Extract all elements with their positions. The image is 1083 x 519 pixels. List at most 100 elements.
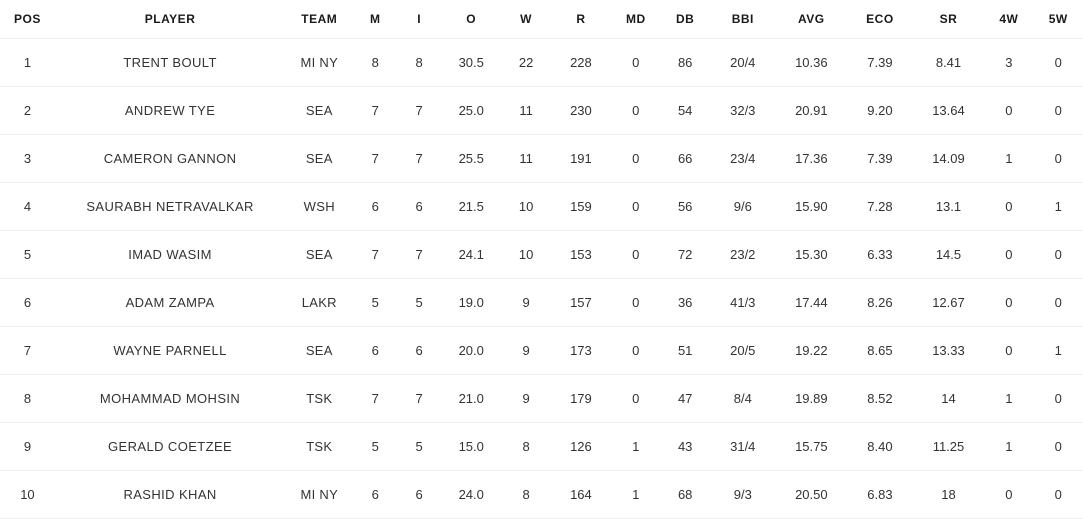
cell-m: 7 (353, 87, 397, 135)
cell-w: 9 (501, 375, 550, 423)
cell-r: 164 (551, 471, 611, 519)
cell-pos: 10 (0, 471, 55, 519)
cell-4w: 0 (984, 87, 1033, 135)
cell-pos: 6 (0, 279, 55, 327)
cell-pos: 8 (0, 375, 55, 423)
col-header-4w[interactable]: 4W (984, 0, 1033, 39)
col-header-bbi[interactable]: BBI (710, 0, 776, 39)
cell-m: 6 (353, 327, 397, 375)
cell-bbi: 31/4 (710, 423, 776, 471)
cell-player: SAURABH NETRAVALKAR (55, 183, 285, 231)
cell-o: 20.0 (441, 327, 501, 375)
cell-i: 7 (397, 231, 441, 279)
table-row[interactable]: 7WAYNE PARNELLSEA6620.0917305120/519.228… (0, 327, 1083, 375)
col-header-o[interactable]: O (441, 0, 501, 39)
cell-r: 173 (551, 327, 611, 375)
col-header-player[interactable]: PLAYER (55, 0, 285, 39)
cell-sr: 13.64 (913, 87, 984, 135)
cell-5w: 0 (1034, 471, 1083, 519)
cell-player: ANDREW TYE (55, 87, 285, 135)
cell-md: 0 (611, 279, 660, 327)
cell-5w: 0 (1034, 423, 1083, 471)
cell-r: 179 (551, 375, 611, 423)
cell-r: 228 (551, 39, 611, 87)
cell-md: 1 (611, 471, 660, 519)
cell-team: TSK (285, 375, 353, 423)
cell-avg: 19.89 (776, 375, 847, 423)
stats-table-container: POS PLAYER TEAM M I O W R MD DB BBI AVG … (0, 0, 1083, 519)
table-row[interactable]: 8MOHAMMAD MOHSINTSK7721.091790478/419.89… (0, 375, 1083, 423)
cell-team: SEA (285, 135, 353, 183)
cell-eco: 7.39 (847, 135, 913, 183)
cell-o: 25.5 (441, 135, 501, 183)
col-header-avg[interactable]: AVG (776, 0, 847, 39)
cell-team: SEA (285, 231, 353, 279)
cell-sr: 8.41 (913, 39, 984, 87)
table-row[interactable]: 2ANDREW TYESEA7725.01123005432/320.919.2… (0, 87, 1083, 135)
table-row[interactable]: 3CAMERON GANNONSEA7725.51119106623/417.3… (0, 135, 1083, 183)
cell-eco: 8.65 (847, 327, 913, 375)
cell-pos: 2 (0, 87, 55, 135)
cell-4w: 0 (984, 327, 1033, 375)
cell-eco: 8.40 (847, 423, 913, 471)
table-row[interactable]: 9GERALD COETZEETSK5515.0812614331/415.75… (0, 423, 1083, 471)
cell-o: 24.0 (441, 471, 501, 519)
cell-avg: 15.30 (776, 231, 847, 279)
col-header-eco[interactable]: ECO (847, 0, 913, 39)
cell-md: 0 (611, 183, 660, 231)
cell-bbi: 9/3 (710, 471, 776, 519)
cell-w: 8 (501, 471, 550, 519)
cell-md: 0 (611, 87, 660, 135)
col-header-w[interactable]: W (501, 0, 550, 39)
cell-i: 8 (397, 39, 441, 87)
col-header-5w[interactable]: 5W (1034, 0, 1083, 39)
cell-team: LAKR (285, 279, 353, 327)
cell-player: ADAM ZAMPA (55, 279, 285, 327)
cell-5w: 0 (1034, 231, 1083, 279)
col-header-sr[interactable]: SR (913, 0, 984, 39)
cell-w: 9 (501, 327, 550, 375)
col-header-i[interactable]: I (397, 0, 441, 39)
col-header-pos[interactable]: POS (0, 0, 55, 39)
cell-avg: 20.91 (776, 87, 847, 135)
cell-w: 10 (501, 183, 550, 231)
table-row[interactable]: 10RASHID KHANMI NY6624.081641689/320.506… (0, 471, 1083, 519)
cell-eco: 9.20 (847, 87, 913, 135)
col-header-md[interactable]: MD (611, 0, 660, 39)
cell-5w: 1 (1034, 327, 1083, 375)
cell-sr: 14.5 (913, 231, 984, 279)
cell-avg: 15.90 (776, 183, 847, 231)
cell-m: 5 (353, 423, 397, 471)
col-header-r[interactable]: R (551, 0, 611, 39)
cell-bbi: 41/3 (710, 279, 776, 327)
cell-md: 0 (611, 231, 660, 279)
col-header-m[interactable]: M (353, 0, 397, 39)
cell-i: 5 (397, 279, 441, 327)
cell-md: 1 (611, 423, 660, 471)
col-header-db[interactable]: DB (660, 0, 709, 39)
table-row[interactable]: 1TRENT BOULTMI NY8830.52222808620/410.36… (0, 39, 1083, 87)
cell-team: SEA (285, 327, 353, 375)
cell-w: 22 (501, 39, 550, 87)
cell-o: 24.1 (441, 231, 501, 279)
cell-r: 126 (551, 423, 611, 471)
cell-4w: 1 (984, 423, 1033, 471)
table-body: 1TRENT BOULTMI NY8830.52222808620/410.36… (0, 39, 1083, 519)
cell-i: 7 (397, 375, 441, 423)
table-row[interactable]: 4SAURABH NETRAVALKARWSH6621.5101590569/6… (0, 183, 1083, 231)
cell-player: CAMERON GANNON (55, 135, 285, 183)
cell-db: 68 (660, 471, 709, 519)
col-header-team[interactable]: TEAM (285, 0, 353, 39)
table-header: POS PLAYER TEAM M I O W R MD DB BBI AVG … (0, 0, 1083, 39)
cell-pos: 9 (0, 423, 55, 471)
cell-w: 11 (501, 135, 550, 183)
cell-m: 5 (353, 279, 397, 327)
cell-sr: 18 (913, 471, 984, 519)
cell-bbi: 9/6 (710, 183, 776, 231)
table-row[interactable]: 5IMAD WASIMSEA7724.11015307223/215.306.3… (0, 231, 1083, 279)
cell-player: GERALD COETZEE (55, 423, 285, 471)
cell-w: 10 (501, 231, 550, 279)
cell-m: 6 (353, 183, 397, 231)
table-row[interactable]: 6ADAM ZAMPALAKR5519.0915703641/317.448.2… (0, 279, 1083, 327)
cell-i: 7 (397, 135, 441, 183)
